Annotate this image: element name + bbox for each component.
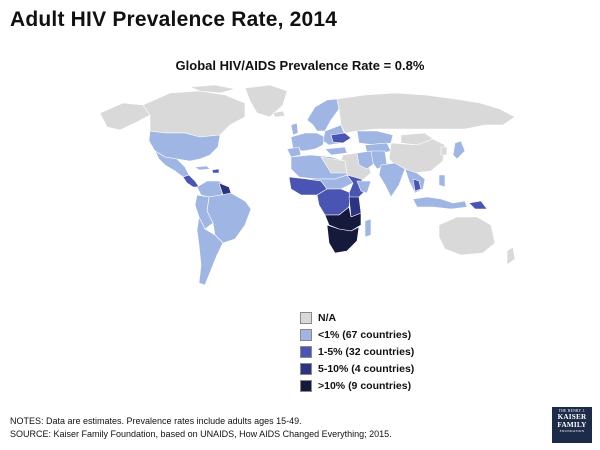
map-region-philippines [438, 174, 446, 188]
map-region-canada-arctic [189, 85, 236, 94]
legend-item-lt1: <1% (67 countries) [300, 326, 414, 343]
map-region-iran [356, 150, 376, 170]
legend-item-5to10: 5-10% (4 countries) [300, 360, 414, 377]
legend-item-gt10: >10% (9 countries) [300, 377, 414, 394]
logo-bottom-text: FOUNDATION [559, 429, 585, 433]
page-title: Adult HIV Prevalence Rate, 2014 [10, 8, 338, 31]
map-region-uk [290, 122, 299, 136]
map-region-scandinavia [306, 98, 340, 132]
map-region-horn-of-africa [356, 180, 372, 194]
legend-label-na: N/A [318, 311, 337, 324]
legend-swatch-5to10 [300, 362, 312, 375]
source-line: SOURCE: Kaiser Family Foundation, based … [10, 429, 392, 439]
map-region-new-zealand [506, 246, 516, 266]
map-region-southern-africa [326, 224, 360, 254]
legend-swatch-na [300, 311, 312, 324]
legend-item-1to5: 1-5% (32 countries) [300, 343, 414, 360]
map-region-kazakhstan [356, 130, 394, 146]
notes-line: NOTES: Data are estimates. Prevalence ra… [10, 416, 302, 426]
map-region-central-america [182, 174, 200, 188]
map-region-ukraine [330, 132, 352, 144]
legend-label-1to5: 1-5% (32 countries) [318, 345, 415, 358]
map-region-japan [452, 140, 466, 160]
map-region-turkey [324, 146, 348, 156]
map-region-sahel [306, 174, 354, 190]
map-region-cuba [194, 165, 211, 171]
map-region-madagascar [364, 218, 372, 238]
legend-label-5to10: 5-10% (4 countries) [318, 362, 415, 375]
logo-top-text: THE HENRY J. [558, 409, 586, 413]
map-region-russia [336, 92, 516, 134]
legend-swatch-1to5 [300, 345, 312, 358]
map-region-canada [142, 90, 246, 138]
logo-line2: FAMILY [557, 421, 587, 429]
map-region-papua-new-guinea [468, 200, 488, 210]
world-map [99, 85, 516, 286]
legend-label-gt10: >10% (9 countries) [318, 379, 412, 392]
legend-item-na: N/A [300, 309, 414, 326]
map-region-peru-bolivia [194, 194, 214, 230]
footnotes: NOTES: Data are estimates. Prevalence ra… [10, 415, 392, 441]
map-region-korea [440, 146, 448, 156]
map-region-iceland [272, 110, 286, 118]
legend-label-lt1: <1% (67 countries) [318, 328, 412, 341]
map-region-thailand-cambodia [412, 178, 422, 192]
legend-swatch-lt1 [300, 328, 312, 341]
map-region-southern-central-africa [324, 206, 362, 232]
map-region-australia [438, 216, 496, 256]
map-region-iberia [286, 146, 302, 158]
map-region-southern-cone [196, 216, 224, 286]
kaiser-family-foundation-logo: THE HENRY J. KAISER FAMILY FOUNDATION [552, 407, 592, 443]
map-region-india [378, 162, 406, 198]
map-region-hispaniola [211, 168, 220, 174]
map-region-greenland [244, 85, 288, 118]
map-region-alaska [99, 102, 151, 131]
logo-line1: KAISER [557, 413, 587, 421]
map-subtitle: Global HIV/AIDS Prevalence Rate = 0.8% [175, 58, 425, 73]
legend-swatch-gt10 [300, 379, 312, 392]
map-legend: N/A <1% (67 countries) 1-5% (32 countrie… [300, 309, 414, 394]
map-region-indonesia [412, 196, 468, 210]
map-region-egypt-libya [320, 156, 348, 174]
